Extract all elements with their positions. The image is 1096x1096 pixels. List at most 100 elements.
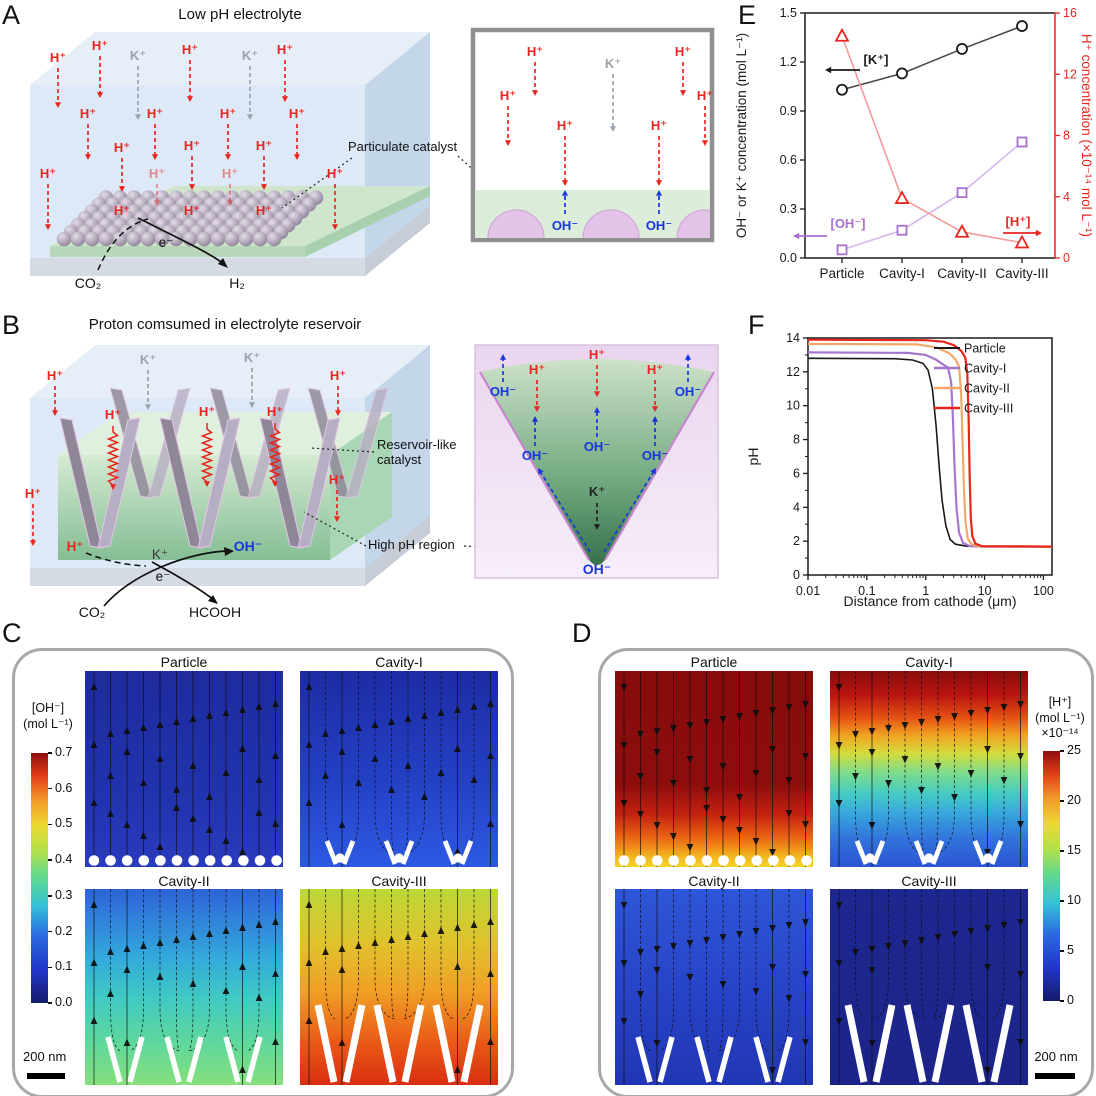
flux-arrowhead xyxy=(140,831,147,839)
flux-arrowhead xyxy=(752,770,760,778)
streamline xyxy=(640,889,651,1052)
catalyst-sphere xyxy=(210,231,226,247)
colorbar xyxy=(31,753,48,1003)
flux-arrowhead xyxy=(752,988,760,996)
flux-arrowhead xyxy=(222,836,230,844)
flux-arrowhead xyxy=(1000,922,1008,930)
tick-label: 12 xyxy=(786,365,800,379)
catalyst-particle xyxy=(651,855,663,866)
catalyst-particle xyxy=(668,855,680,866)
cone-edge xyxy=(479,371,590,561)
catalyst-particle xyxy=(204,855,216,866)
flux-arrowhead xyxy=(156,938,164,946)
arrowhead xyxy=(153,200,161,206)
streamline xyxy=(970,671,984,856)
catalyst-particle xyxy=(138,855,150,866)
colorbar-tick-label: 0.3 xyxy=(55,887,73,902)
flux-arrowhead xyxy=(620,1018,628,1026)
flux-arrowhead xyxy=(107,947,114,955)
flux-arrowhead xyxy=(703,805,710,813)
ion-label: H⁺ xyxy=(47,368,63,383)
flux-arrowhead xyxy=(934,934,942,942)
flux-arrowhead xyxy=(835,742,843,750)
flux-arrowhead xyxy=(1017,919,1024,927)
streamline xyxy=(933,889,939,1020)
flux-arrowhead xyxy=(686,844,694,852)
cavity-wall xyxy=(223,1036,241,1083)
flux-arrowhead xyxy=(1017,821,1024,829)
tick-label: 0.6 xyxy=(780,153,797,167)
flux-arrowhead xyxy=(835,902,843,910)
catalyst-sphere xyxy=(56,231,72,247)
flux-arrowhead xyxy=(272,699,279,707)
flux-arrowhead xyxy=(752,928,760,936)
flux-arrowhead xyxy=(421,929,428,937)
flux-arrowhead xyxy=(703,787,710,795)
ion-label: H⁺ xyxy=(651,118,667,133)
ion-label: H⁺ xyxy=(199,404,215,419)
arrowhead xyxy=(684,354,692,360)
scalebar-d xyxy=(1035,1073,1075,1079)
flux-arrowhead xyxy=(421,792,428,800)
ion-arrow-line xyxy=(540,472,591,553)
colorbar-tick-label: 0.6 xyxy=(55,780,73,795)
colorbar-tick xyxy=(1060,750,1064,752)
flux-arrowhead xyxy=(785,810,793,818)
flux-arrowhead xyxy=(835,960,843,968)
flux-arrowhead xyxy=(736,931,743,939)
v-plate-right xyxy=(197,417,241,549)
tick-label: 1 xyxy=(922,584,929,598)
particle-sphere-array xyxy=(56,190,324,247)
catalyst-sphere xyxy=(140,231,156,247)
arrowhead xyxy=(531,416,539,422)
flux-arrowhead xyxy=(388,785,395,793)
v-plate-right xyxy=(345,387,389,499)
flux-arrowhead xyxy=(802,821,809,829)
arrowhead xyxy=(701,140,709,146)
tick-label: 8 xyxy=(793,433,800,447)
ion-label: OH⁻ xyxy=(642,448,668,463)
flux-arrowhead xyxy=(173,803,180,811)
series-line xyxy=(807,351,1052,548)
flux-arrowhead xyxy=(90,900,98,908)
streamline xyxy=(403,671,425,856)
scalebar-c-text: 200 nm xyxy=(23,1049,67,1064)
flux-arrowhead xyxy=(140,941,147,949)
flux-arrowhead xyxy=(222,708,230,716)
ion-label: H⁺ xyxy=(114,140,130,155)
streamline xyxy=(689,889,710,1052)
flux-arrowhead xyxy=(322,771,329,779)
colorbar-c-title: [OH⁻] (mol L⁻¹) xyxy=(15,701,81,732)
ion-label: OH⁻ xyxy=(583,561,611,577)
scalebar-d-text: 200 nm xyxy=(1034,1049,1078,1064)
streamline xyxy=(874,671,889,856)
catalyst-particle xyxy=(188,855,199,866)
tick-label: 0.3 xyxy=(780,202,797,216)
catalyst-particle xyxy=(105,855,116,866)
flux-arrowhead xyxy=(852,949,859,957)
flux-arrowhead xyxy=(984,1067,991,1075)
catalyst-sphere xyxy=(196,231,212,247)
cavity-particle xyxy=(924,853,934,863)
flux-arrowhead xyxy=(107,729,114,737)
streamline xyxy=(718,889,740,1052)
tick-label: 8 xyxy=(1063,129,1070,143)
heatmap-overlay xyxy=(835,889,1024,1085)
heatmap-overlay xyxy=(90,889,279,1085)
ion-label: OH⁻ xyxy=(675,384,701,399)
flux-arrowhead xyxy=(206,711,213,719)
annotation-label: [H⁺] xyxy=(1006,214,1031,229)
flux-arrowhead xyxy=(239,1065,246,1073)
colorbar-tick xyxy=(48,752,52,754)
streamline xyxy=(188,889,210,1052)
flux-arrowhead xyxy=(752,838,760,846)
ion-label: H⁺ xyxy=(256,138,272,153)
heatmap-h-cavity-3 xyxy=(830,889,1028,1085)
streamline xyxy=(755,889,769,1052)
catalyst-sphere xyxy=(98,231,114,247)
flux-arrowhead xyxy=(835,800,843,808)
flux-arrowhead xyxy=(487,1037,494,1045)
catalyst-sphere xyxy=(224,231,240,247)
cavity-wall xyxy=(245,1036,263,1083)
flux-arrowhead xyxy=(719,934,727,942)
